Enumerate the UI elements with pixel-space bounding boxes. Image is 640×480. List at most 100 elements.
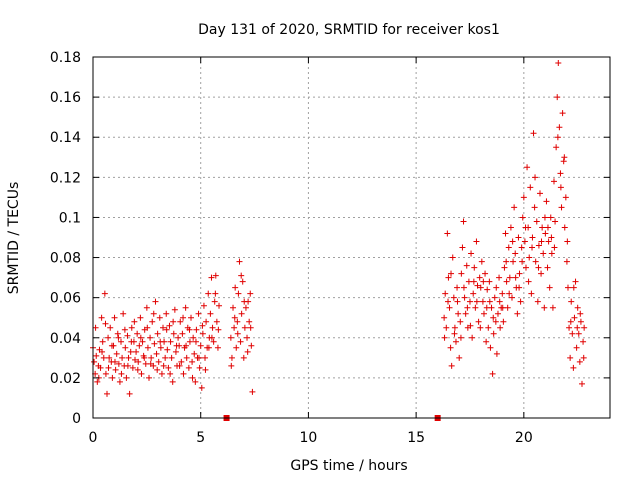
- data-point: [238, 272, 245, 279]
- y-tick-label: 0.02: [50, 371, 81, 387]
- data-point: [442, 290, 449, 297]
- data-point: [124, 332, 131, 339]
- data-point: [116, 378, 123, 385]
- data-point: [540, 250, 547, 257]
- data-point: [518, 244, 525, 251]
- data-point: [155, 358, 162, 365]
- data-point: [233, 344, 240, 351]
- data-point: [514, 310, 521, 317]
- data-point: [137, 334, 144, 341]
- data-point: [128, 324, 135, 331]
- data-point: [244, 348, 251, 355]
- data-point: [544, 264, 551, 271]
- data-point: [552, 218, 559, 225]
- data-point: [534, 298, 541, 305]
- data-point: [485, 324, 492, 331]
- data-point: [114, 330, 121, 337]
- data-point: [535, 242, 542, 249]
- data-point: [522, 264, 529, 271]
- data-point: [505, 244, 512, 251]
- data-point: [199, 322, 206, 329]
- data-point: [177, 318, 184, 325]
- data-point: [202, 354, 209, 361]
- data-point: [557, 184, 564, 191]
- data-point: [101, 290, 108, 297]
- data-point: [506, 290, 513, 297]
- data-point: [576, 358, 583, 365]
- data-point: [156, 314, 163, 321]
- data-point: [172, 348, 179, 355]
- data-point: [451, 330, 458, 337]
- data-point: [457, 334, 464, 341]
- data-point: [131, 318, 138, 325]
- data-point: [182, 304, 189, 311]
- data-point: [153, 350, 160, 357]
- data-point: [150, 310, 157, 317]
- data-point: [454, 284, 461, 291]
- data-point: [547, 214, 554, 221]
- data-point: [484, 286, 491, 293]
- data-point: [487, 344, 494, 351]
- data-point: [561, 154, 568, 161]
- data-point: [524, 164, 531, 171]
- data-point: [163, 326, 170, 333]
- data-point: [180, 314, 187, 321]
- data-point: [499, 290, 506, 297]
- data-point: [160, 324, 167, 331]
- data-point: [461, 294, 468, 301]
- data-point: [525, 278, 532, 285]
- data-point: [500, 318, 507, 325]
- data-point: [578, 380, 585, 387]
- data-point: [203, 318, 210, 325]
- data-point: [228, 362, 235, 369]
- data-point: [195, 310, 202, 317]
- data-point: [180, 370, 187, 377]
- data-point: [98, 314, 105, 321]
- data-point: [569, 330, 576, 337]
- y-tick-label: 0.08: [50, 251, 81, 267]
- data-point: [570, 284, 577, 291]
- data-point: [448, 270, 455, 277]
- data-point: [106, 354, 113, 361]
- data-point: [241, 298, 248, 305]
- data-point: [571, 314, 578, 321]
- data-point: [452, 338, 459, 345]
- grid-lines: [93, 57, 610, 418]
- data-point: [121, 326, 128, 333]
- data-point: [122, 344, 129, 351]
- data-point: [460, 218, 467, 225]
- data-point: [517, 298, 524, 305]
- data-point: [559, 110, 566, 117]
- data-point: [458, 270, 465, 277]
- data-point: [186, 326, 193, 333]
- data-point: [183, 354, 190, 361]
- data-point: [238, 310, 245, 317]
- data-point: [539, 224, 546, 231]
- y-tick-label: 0.12: [50, 170, 81, 186]
- data-point: [247, 324, 254, 331]
- data-point: [490, 314, 497, 321]
- data-point: [247, 290, 254, 297]
- data-point: [109, 374, 116, 381]
- data-point: [191, 350, 198, 357]
- data-point: [493, 284, 500, 291]
- data-point: [443, 324, 450, 331]
- data-point: [535, 264, 542, 271]
- data-point: [450, 294, 457, 301]
- data-point: [120, 310, 127, 317]
- data-point: [231, 314, 238, 321]
- data-point: [471, 264, 478, 271]
- data-point: [459, 244, 466, 251]
- data-point: [480, 310, 487, 317]
- data-point: [447, 344, 454, 351]
- data-point: [175, 334, 182, 341]
- data-point: [477, 324, 484, 331]
- data-point: [208, 334, 215, 341]
- data-point: [97, 364, 104, 371]
- data-point: [564, 284, 571, 291]
- data-point: [141, 354, 148, 361]
- data-point: [573, 344, 580, 351]
- data-point: [211, 298, 218, 305]
- data-point: [490, 330, 497, 337]
